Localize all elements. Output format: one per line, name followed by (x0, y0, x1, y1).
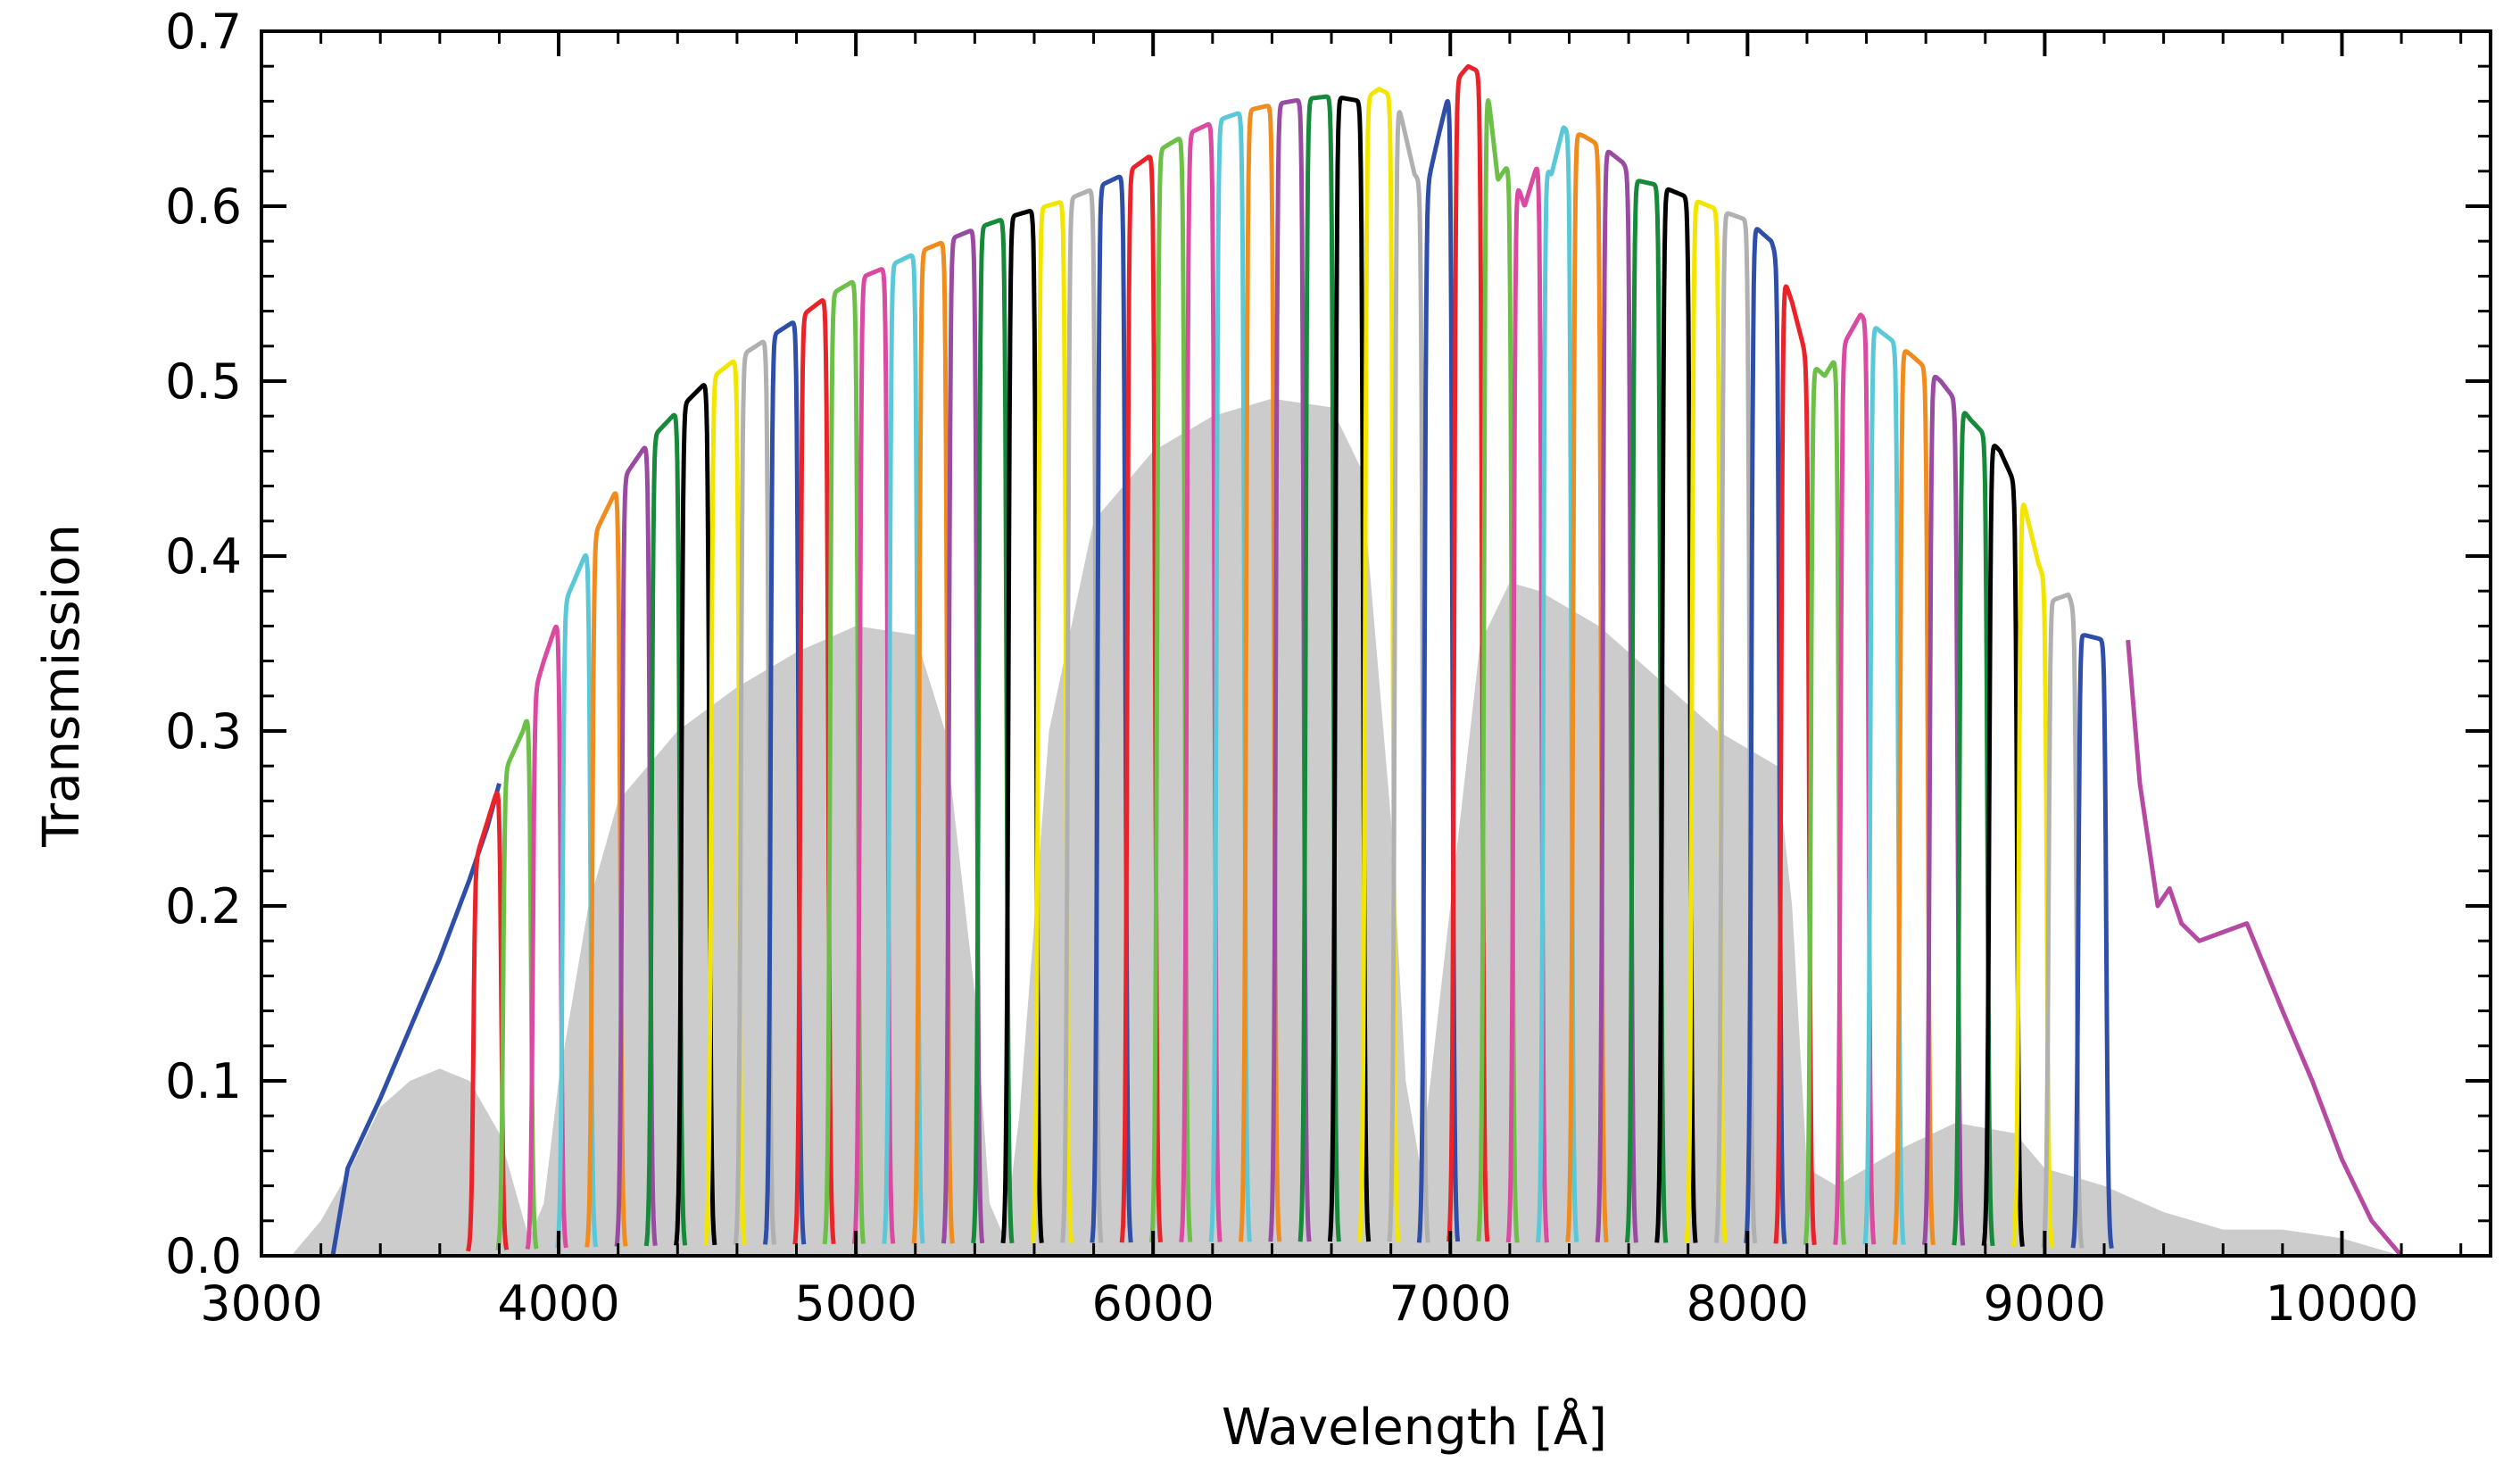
narrow-filter-curve (643, 412, 688, 1247)
narrow-filter-curve (1744, 227, 1787, 1244)
narrow-filter-curve (1268, 98, 1312, 1242)
narrow-filter-curve (1060, 188, 1104, 1243)
narrow-filter-curve (1654, 187, 1698, 1243)
narrow-filter-curve (584, 491, 628, 1248)
y-tick-label: 0.6 (165, 179, 242, 235)
narrow-filter-curve (1149, 137, 1193, 1243)
narrow-filter-curve (822, 279, 866, 1245)
narrow-filter-curve (1476, 98, 1520, 1243)
narrow-filter-curve (554, 552, 599, 1249)
narrow-filter-curve (1862, 326, 1906, 1245)
narrow-filter-curve (2070, 633, 2114, 1250)
y-tick-label: 0.2 (165, 878, 242, 934)
narrow-filter-curve (1505, 166, 1549, 1243)
y-tick-label: 0.3 (165, 703, 242, 760)
narrow-filter-curve (1327, 96, 1372, 1242)
narrow-filter-curve (1952, 411, 1995, 1247)
narrow-filter-curve (1179, 121, 1223, 1242)
x-tick-label: 5000 (794, 1275, 916, 1332)
narrow-filter-curve (1357, 87, 1401, 1242)
x-axis-label: Wavelength [Å] (1222, 1398, 1607, 1457)
narrow-filter-curve (1922, 374, 1966, 1246)
x-tick-label: 3000 (200, 1275, 322, 1332)
narrow-filter-curve (674, 383, 717, 1246)
narrow-filter-curve (852, 267, 896, 1244)
narrow-filter-curve (466, 791, 510, 1252)
narrow-filter-curve (1892, 349, 1936, 1246)
narrow-filter-curve (1624, 179, 1669, 1243)
x-tick-label: 8000 (1687, 1275, 1809, 1332)
narrow-filter-curve (1773, 284, 1817, 1246)
narrow-filter-curve (2010, 502, 2055, 1249)
y-tick-label: 0.0 (165, 1228, 242, 1284)
narrow-filter-curve (1565, 132, 1609, 1242)
narrow-filter-curve (733, 339, 776, 1245)
y-axis-label: Transmission (33, 524, 91, 848)
plot-frame (260, 29, 2492, 1258)
narrow-filter-curve (1713, 211, 1758, 1244)
narrow-filter-curve (1387, 110, 1430, 1243)
narrow-filter-curve (1239, 104, 1282, 1242)
y-tick-label: 0.5 (165, 353, 242, 410)
plot-area (291, 63, 2404, 1256)
narrow-filter-curve (1416, 98, 1461, 1243)
narrow-filter-curve (792, 298, 836, 1245)
narrow-filter-curve (1119, 154, 1163, 1243)
narrow-filter-curve (2041, 592, 2085, 1249)
narrow-filter-curve (1803, 360, 1847, 1245)
narrow-filter-curve (941, 228, 985, 1244)
y-tick-label: 0.1 (165, 1053, 242, 1109)
x-tick-label: 7000 (1389, 1275, 1512, 1332)
narrow-filter-curve (1030, 200, 1074, 1243)
narrow-filter-curve (1447, 63, 1490, 1242)
x-tick-label: 6000 (1091, 1275, 1214, 1332)
narrow-filter-curve (1208, 111, 1252, 1242)
narrow-filter-curve (495, 718, 539, 1251)
narrow-filter-curve (614, 445, 658, 1247)
narrow-filter-curve (1297, 94, 1341, 1242)
narrow-filter-curve (1595, 149, 1638, 1243)
axes: 3000 4000 5000 6000 7000 8000 9000 10000 0.0 0.1 0… (165, 4, 2492, 1332)
y-tick-label: 0.4 (165, 528, 242, 585)
narrow-filter-curve (1536, 125, 1579, 1243)
narrow-filter-curve (1000, 209, 1044, 1244)
narrow-filter-curve (703, 359, 747, 1246)
narrow-filter-curve (971, 218, 1015, 1244)
reference-transmission-fill (291, 398, 2402, 1256)
narrow-filter-curve (1833, 312, 1877, 1245)
narrow-filter-curve (1090, 174, 1133, 1243)
narrow-filter-curve (882, 253, 925, 1244)
narrow-filter-curve (1981, 444, 2025, 1247)
narrow-filter-curve (763, 320, 807, 1245)
y-tick-label: 0.7 (165, 4, 242, 60)
x-tick-label: 9000 (1984, 1275, 2106, 1332)
narrow-filter-curve (525, 624, 568, 1250)
narrow-filter-curve (911, 240, 955, 1244)
x-tick-label: 4000 (497, 1275, 619, 1332)
narrow-filter-curve (1684, 199, 1728, 1243)
broad-filter-magenta-curve (2126, 639, 2404, 1256)
x-tick-label: 10000 (2266, 1275, 2419, 1332)
